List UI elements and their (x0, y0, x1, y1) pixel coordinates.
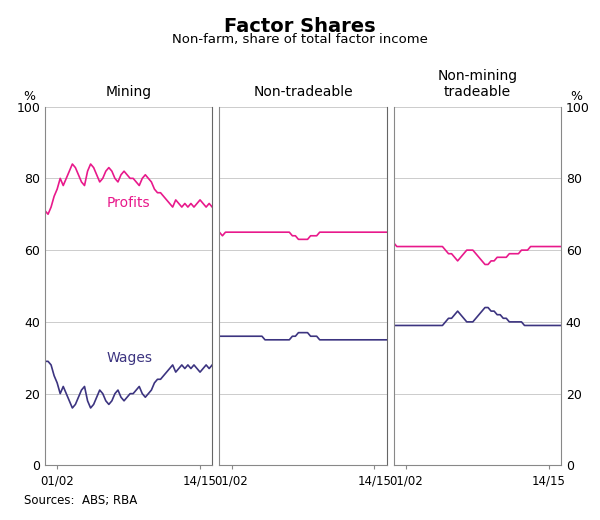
Text: Sources:  ABS; RBA: Sources: ABS; RBA (24, 494, 137, 507)
Text: Non-farm, share of total factor income: Non-farm, share of total factor income (172, 33, 428, 46)
Text: Non-tradeable: Non-tradeable (253, 85, 353, 99)
Text: Wages: Wages (107, 351, 153, 365)
Text: Profits: Profits (107, 197, 151, 211)
Text: %: % (571, 90, 583, 103)
Text: Mining: Mining (106, 85, 152, 99)
Text: %: % (23, 90, 35, 103)
Text: Factor Shares: Factor Shares (224, 17, 376, 36)
Text: Non-mining
tradeable: Non-mining tradeable (437, 69, 517, 99)
